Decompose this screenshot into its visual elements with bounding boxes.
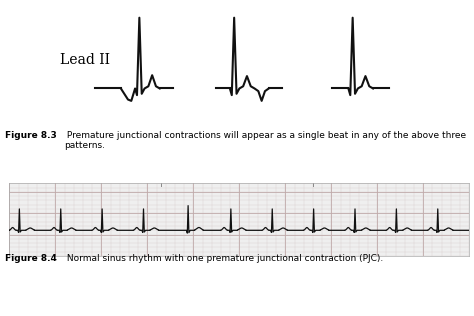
Text: Figure 8.3: Figure 8.3 bbox=[5, 131, 56, 140]
Text: Premature junctional contractions will appear as a single beat in any of the abo: Premature junctional contractions will a… bbox=[64, 131, 466, 150]
Text: Figure 8.4: Figure 8.4 bbox=[5, 254, 56, 263]
Text: Normal sinus rhythm with one premature junctional contraction (PJC).: Normal sinus rhythm with one premature j… bbox=[64, 254, 383, 263]
Text: Lead II: Lead II bbox=[60, 53, 110, 67]
